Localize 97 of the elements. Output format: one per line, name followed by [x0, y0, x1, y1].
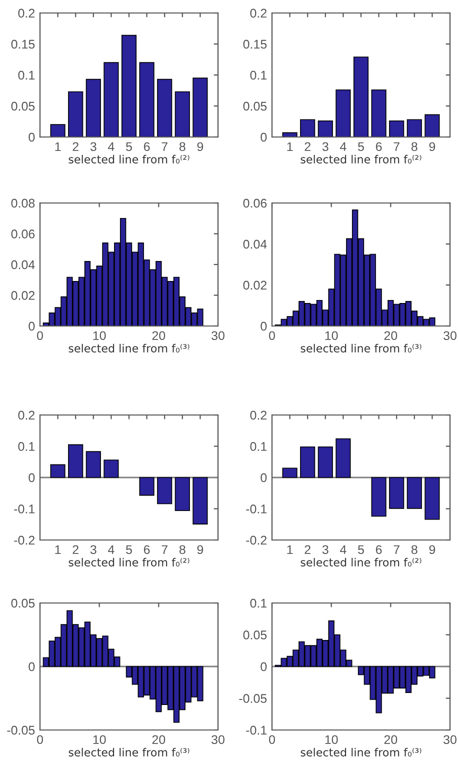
x-tick-label: 2 — [72, 142, 78, 151]
y-tick-label: 0 — [260, 473, 267, 482]
y-tick-label: -0.1 — [246, 504, 267, 514]
y-tick-label: 0.05 — [11, 598, 35, 608]
x-tick-label: 3 — [322, 545, 328, 554]
x-axis-title: selected line from f₀⁽³⁾ — [300, 748, 422, 757]
y-tick-label: 0.06 — [243, 198, 267, 208]
x-tick-label: 6 — [144, 142, 150, 152]
x-tick-label: 5 — [126, 545, 132, 554]
x-tick-label: 6 — [144, 545, 150, 554]
y-tick-label: 0.05 — [11, 102, 35, 111]
y-tick-label: -0.05 — [7, 726, 35, 735]
x-tick-label: 9 — [429, 142, 436, 152]
x-tick-label: 8 — [411, 545, 418, 554]
x-tick-label: 9 — [197, 545, 204, 554]
x-tick-label: 4 — [108, 142, 114, 151]
y-tick-label: 0 — [28, 132, 35, 142]
x-tick-label: 3 — [90, 142, 96, 152]
x-tick-label: 2 — [304, 545, 310, 554]
y-tick-label: -0.2 — [14, 536, 35, 545]
x-axis-title: selected line from f₀⁽³⁾ — [300, 344, 422, 353]
x-tick-label: 8 — [179, 142, 186, 152]
x-tick-label: 10 — [93, 331, 106, 340]
x-tick-label: 20 — [152, 735, 166, 744]
x-tick-label: 3 — [322, 142, 328, 152]
y-tick-label: 0.15 — [243, 40, 267, 49]
y-tick-label: 0.1 — [18, 442, 35, 451]
y-tick-label: 0.2 — [18, 410, 35, 420]
y-tick-label: 0 — [28, 662, 35, 672]
x-axis-title: selected line from f₀⁽²⁾ — [300, 154, 422, 164]
y-tick-label: 0 — [28, 473, 35, 482]
x-tick-label: 1 — [55, 545, 61, 554]
x-tick-label: 30 — [444, 331, 456, 340]
x-axis-title: selected line from f₀⁽²⁾ — [68, 558, 190, 567]
x-tick-label: 4 — [340, 142, 346, 151]
x-tick-label: 7 — [162, 545, 168, 554]
x-tick-label: 20 — [384, 735, 398, 744]
x-tick-label: 7 — [394, 545, 400, 554]
x-axis-title: selected line from f₀⁽³⁾ — [68, 748, 190, 757]
x-tick-label: 4 — [108, 545, 114, 554]
y-tick-label: 0.1 — [18, 70, 35, 80]
x-tick-label: 7 — [394, 142, 400, 151]
y-tick-label: 0 — [260, 322, 267, 331]
x-tick-label: 30 — [444, 735, 456, 744]
x-tick-label: 1 — [287, 142, 293, 151]
y-tick-label: 0.06 — [11, 230, 35, 238]
x-tick-label: 10 — [325, 331, 338, 340]
x-tick-label: 30 — [212, 331, 224, 340]
x-tick-label: 6 — [376, 545, 382, 554]
y-tick-label: 0.04 — [11, 260, 35, 270]
y-tick-label: 0.04 — [243, 240, 267, 249]
x-tick-label: 4 — [340, 545, 346, 554]
y-tick-label: 0.2 — [250, 8, 267, 18]
y-tick-label: -0.1 — [14, 504, 35, 514]
y-tick-label: 0.1 — [250, 442, 267, 451]
x-tick-label: 1 — [287, 545, 293, 554]
x-tick-label: 0 — [37, 331, 43, 340]
y-tick-label: 0.05 — [243, 102, 267, 111]
x-tick-label: 8 — [411, 142, 418, 152]
y-tick-label: 0 — [260, 132, 267, 142]
y-tick-label: 0.15 — [11, 40, 35, 49]
x-tick-label: 9 — [429, 545, 436, 554]
y-tick-label: 0.02 — [11, 291, 35, 300]
x-tick-label: 5 — [358, 545, 364, 554]
x-tick-label: 2 — [72, 545, 78, 554]
x-axis-title: selected line from f₀⁽²⁾ — [68, 154, 190, 164]
y-tick-label: 0 — [28, 322, 35, 331]
x-tick-label: 20 — [152, 331, 166, 340]
y-tick-label: 0 — [260, 662, 267, 672]
y-tick-label: 0.2 — [18, 8, 35, 18]
x-tick-label: 3 — [90, 545, 96, 554]
x-tick-label: 1 — [55, 142, 61, 151]
x-tick-label: 0 — [269, 331, 275, 340]
x-tick-label: 5 — [126, 142, 132, 152]
x-axis-title: selected line from f₀⁽²⁾ — [300, 558, 422, 567]
x-tick-label: 7 — [162, 142, 168, 151]
x-tick-label: 2 — [304, 142, 310, 151]
y-tick-label: 0.1 — [250, 70, 267, 80]
x-tick-label: 6 — [376, 142, 382, 152]
x-tick-label: 10 — [325, 735, 338, 744]
x-tick-label: 0 — [269, 735, 275, 744]
x-tick-label: 5 — [358, 142, 364, 152]
y-tick-label: 0.2 — [250, 410, 267, 420]
y-tick-label: 0.1 — [250, 598, 267, 608]
x-tick-label: 30 — [212, 735, 224, 744]
x-tick-label: 9 — [197, 142, 204, 152]
y-tick-label: 0.08 — [11, 198, 35, 208]
x-tick-label: 10 — [93, 735, 106, 744]
x-axis-title: selected line from f₀⁽³⁾ — [68, 344, 190, 353]
y-tick-label: -0.2 — [246, 536, 267, 545]
x-tick-label: 0 — [37, 735, 43, 744]
y-tick-label: -0.1 — [246, 726, 267, 735]
y-tick-label: -0.05 — [239, 694, 267, 703]
y-tick-label: 0.02 — [243, 280, 267, 290]
x-tick-label: 8 — [179, 545, 186, 554]
x-tick-label: 20 — [384, 331, 398, 340]
y-tick-label: 0.05 — [243, 630, 267, 640]
